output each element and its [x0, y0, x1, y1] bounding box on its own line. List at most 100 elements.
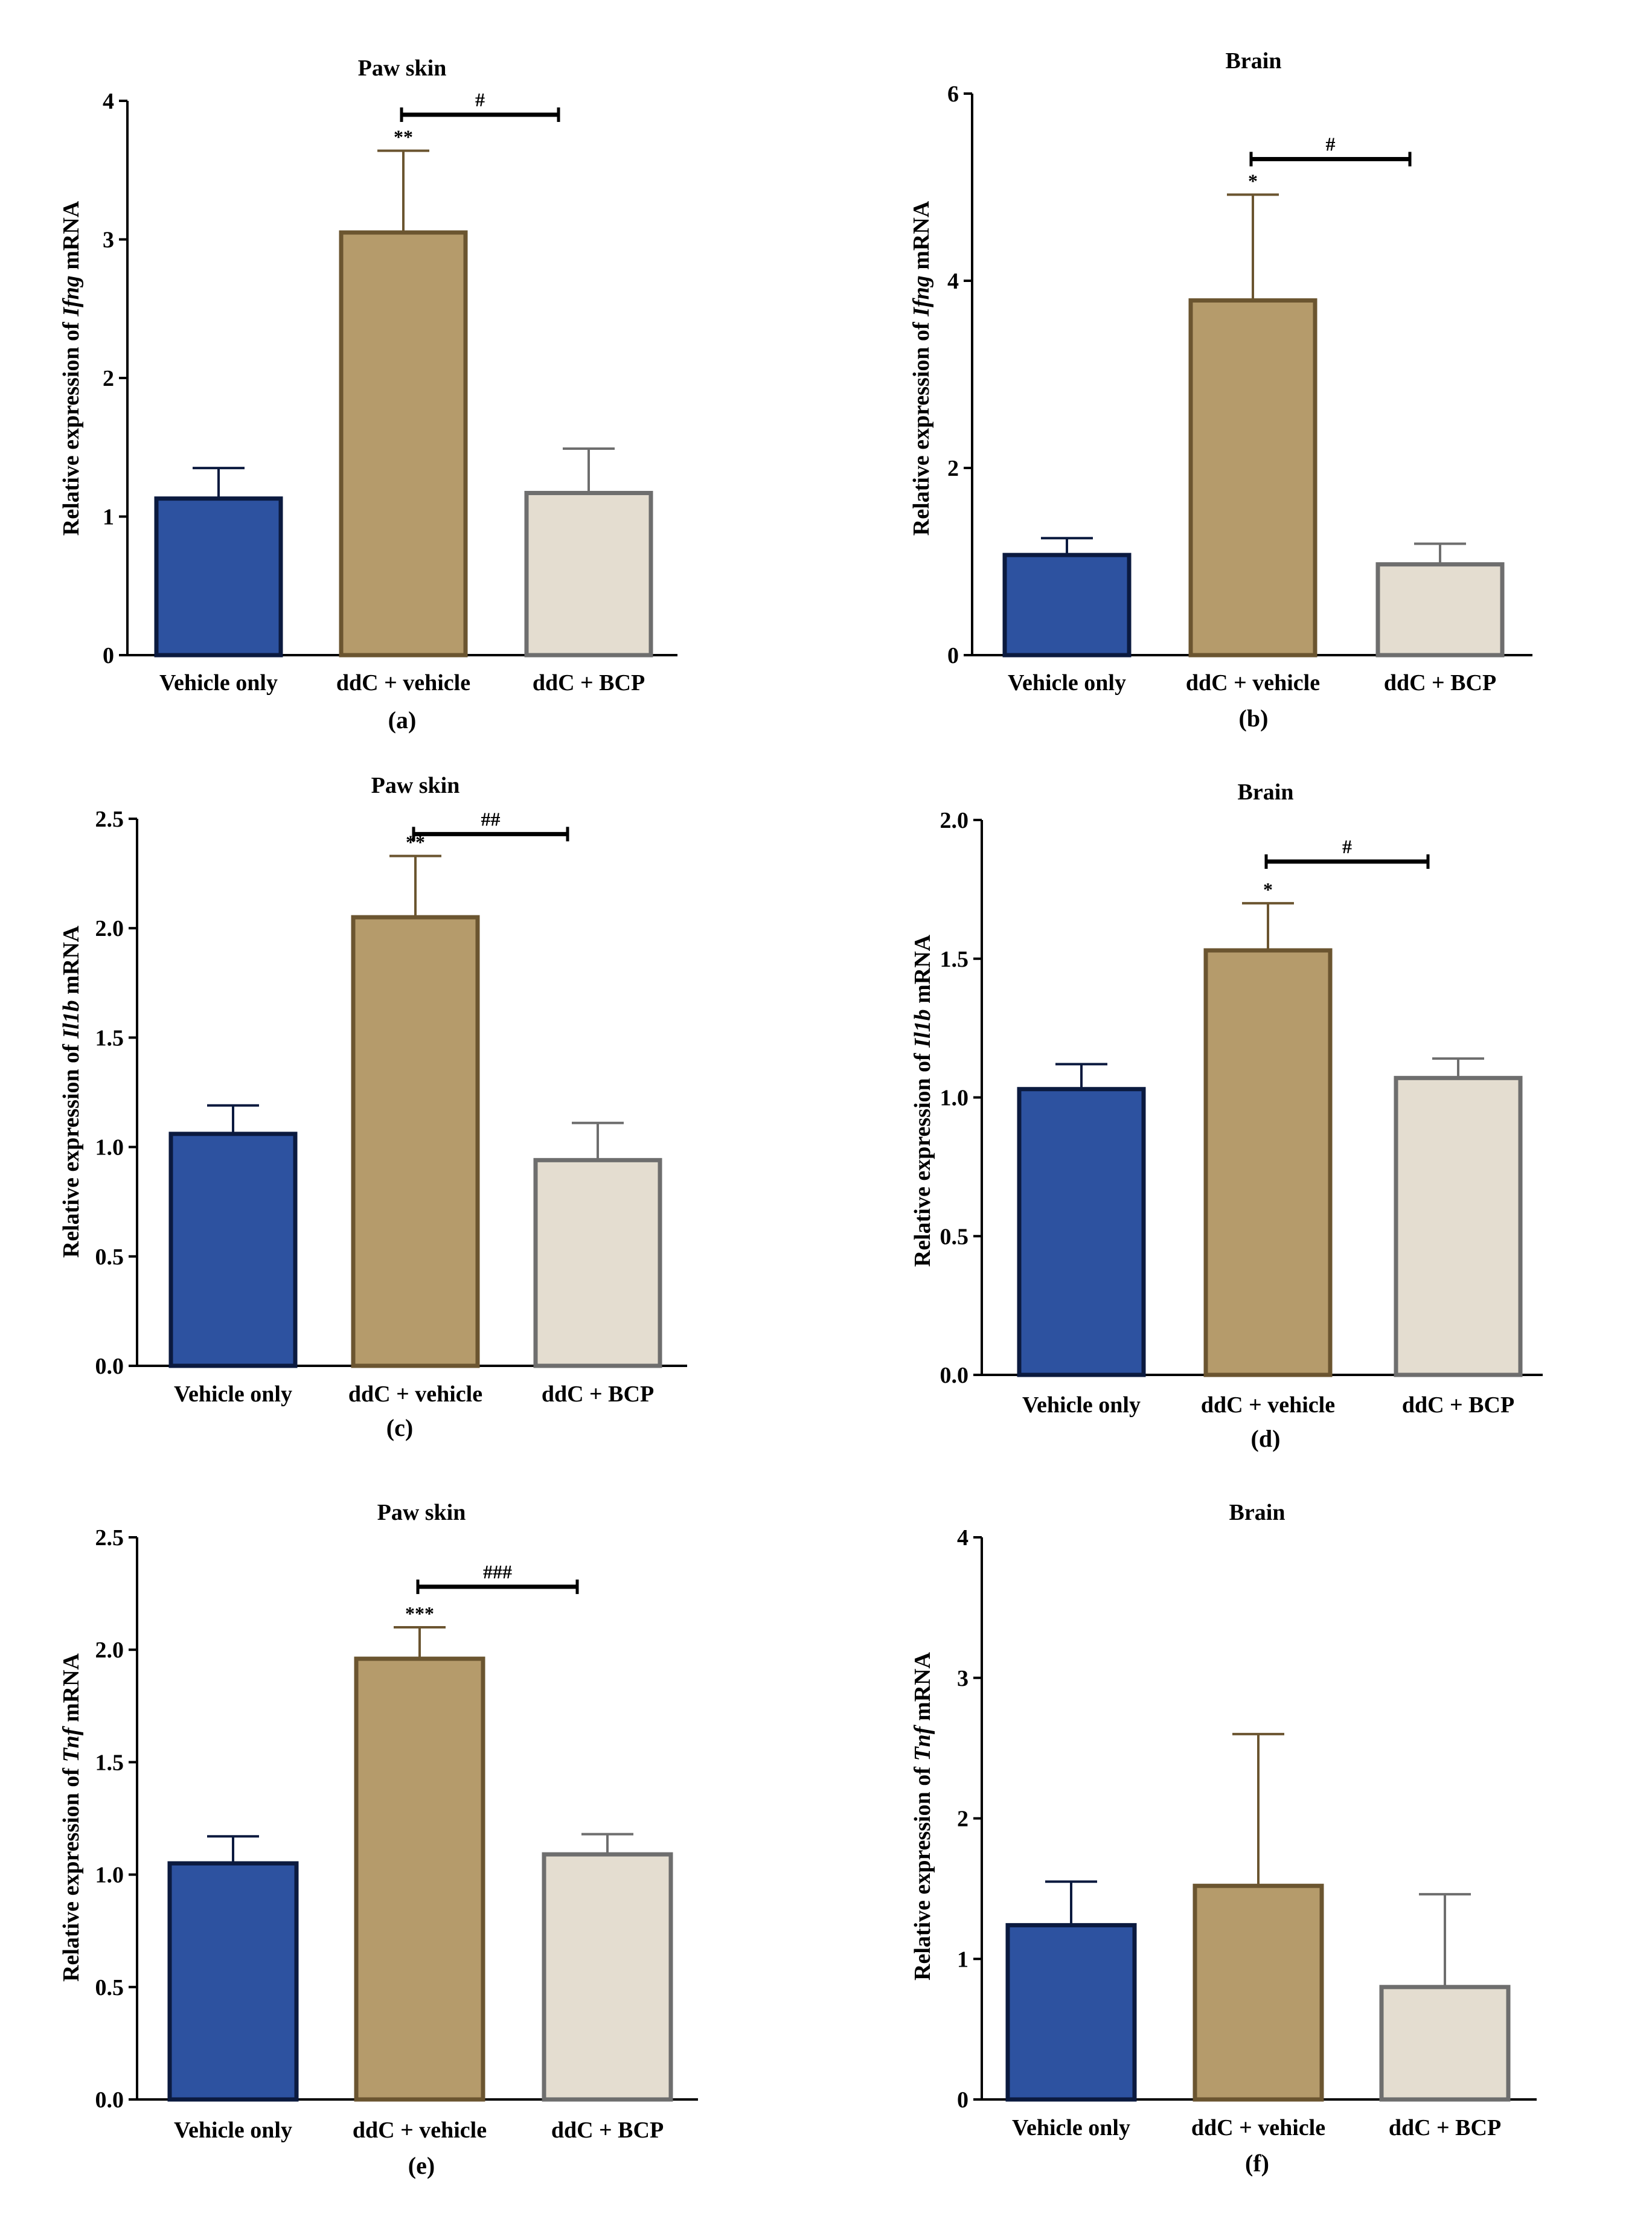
- bracket-label: #: [1342, 836, 1352, 857]
- y-tick-label: 1.5: [940, 947, 969, 972]
- bar-ddc-bcp: [1379, 1985, 1511, 2102]
- y-axis-label: Relative expression of Tnf mRNA: [910, 1651, 935, 1980]
- category-label-ddc-vehicle: ddC + vehicle: [353, 2118, 487, 2143]
- bar-ddc-bcp: [524, 490, 653, 658]
- category-label-ddc-vehicle: ddC + vehicle: [1186, 670, 1320, 696]
- y-tick-label: 6: [947, 82, 959, 107]
- chart-title: Paw skin: [377, 1500, 466, 1525]
- bar-vehicle-only: [154, 496, 283, 658]
- panel-a: Paw skin 0 1 2 3 4 ** # Relative expression of…: [59, 56, 677, 734]
- category-label-ddc-vehicle: ddC + vehicle: [1191, 2115, 1325, 2141]
- panel-c: Paw skin 0.00.51.01.52.02.5**## Relative…: [59, 773, 687, 1441]
- panel-label: (b): [1239, 705, 1269, 732]
- y-tick-label: 2.5: [95, 807, 124, 832]
- y-tick-label: 4: [947, 269, 959, 294]
- chart-title: Paw skin: [371, 773, 460, 798]
- panel-b: Brain 0 2 4 6 * # Relative expression of Ifng…: [909, 48, 1532, 732]
- panel-e: Paw skin 0.0 0.5 1.0 1.5 2.0 2.5 *** ### Relati…: [59, 1500, 698, 2179]
- y-tick-label: 2: [103, 366, 114, 391]
- bar-ddc-vehicle: [1193, 1883, 1324, 2102]
- y-axis-label: Relative expression of Il1b mRNA: [59, 925, 84, 1258]
- y-tick-label: 0: [957, 2087, 968, 2113]
- y-tick-label: 3: [957, 1666, 968, 1691]
- bar-vehicle-only: [168, 1132, 298, 1368]
- y-tick-label: 2.0: [940, 808, 969, 833]
- category-label-ddc-vehicle: ddC + vehicle: [1201, 1392, 1335, 1418]
- y-axis-label: Relative expression of Tnf mRNA: [59, 1653, 84, 1981]
- panel-f: Brain 0 1 2 3 4 Relative expression of Tnf m…: [910, 1500, 1537, 2177]
- category-label-vehicle-only: Vehicle only: [1008, 670, 1126, 696]
- y-tick-label: 1: [957, 1947, 968, 1972]
- y-tick-label: 0.0: [95, 2087, 124, 2113]
- bar-vehicle-only: [1005, 1923, 1137, 2102]
- plot-area: 0 2 4 6 * #: [947, 82, 1532, 668]
- y-tick-label: 0.5: [940, 1224, 969, 1249]
- significance-stars: *: [1263, 879, 1273, 900]
- bar-ddc-vehicle: [354, 1656, 485, 2102]
- category-label-vehicle-only: Vehicle only: [174, 1382, 292, 1407]
- y-tick-label: 0: [947, 643, 959, 668]
- plot-area: 0 1 2 3 4: [957, 1525, 1537, 2113]
- bracket-label: #: [475, 89, 485, 110]
- bracket-label: ##: [481, 808, 501, 830]
- y-tick-label: 3: [103, 228, 114, 253]
- category-label-ddc-bcp: ddC + BCP: [1389, 2115, 1501, 2141]
- y-axis-label: Relative expression of Il1b mRNA: [910, 934, 935, 1267]
- y-tick-label: 2: [947, 456, 959, 481]
- panel-label: (d): [1251, 1425, 1281, 1452]
- bar-vehicle-only: [1017, 1087, 1146, 1377]
- y-tick-label: 1.0: [95, 1863, 124, 1888]
- bar-ddc-bcp: [1375, 562, 1505, 658]
- bracket-label: ###: [483, 1561, 512, 1583]
- bar-ddc-vehicle: [339, 230, 468, 658]
- category-label-ddc-bcp: ddC + BCP: [1384, 670, 1496, 696]
- category-label-ddc-vehicle: ddC + vehicle: [348, 1382, 482, 1407]
- bar-ddc-vehicle: [351, 915, 480, 1368]
- chart-title: Paw skin: [358, 56, 447, 81]
- plot-area: 0.00.51.01.52.02.5**##: [95, 807, 687, 1379]
- y-tick-label: 1: [103, 505, 114, 530]
- y-axis-label: Relative expression of Ifng mRNA: [59, 200, 84, 536]
- y-tick-label: 0.5: [95, 1975, 124, 2000]
- y-tick-label: 2.0: [95, 916, 124, 941]
- panel-label: (f): [1245, 2150, 1269, 2177]
- bar-vehicle-only: [1002, 552, 1132, 658]
- y-tick-label: 1.5: [95, 1025, 124, 1051]
- category-label-ddc-bcp: ddC + BCP: [551, 2118, 664, 2143]
- y-tick-label: 1.5: [95, 1750, 124, 1775]
- bracket-label: #: [1326, 133, 1336, 155]
- bar-ddc-bcp: [542, 1852, 673, 2102]
- panel-d: Brain 0.0 0.5 1.0 1.5 2.0 * # Relative express…: [910, 780, 1543, 1452]
- y-tick-label: 2: [957, 1807, 968, 1832]
- bar-ddc-vehicle: [1203, 948, 1333, 1377]
- plot-area: 0.0 0.5 1.0 1.5 2.0 2.5 *** ###: [95, 1525, 698, 2113]
- category-label-vehicle-only: Vehicle only: [1012, 2115, 1130, 2141]
- y-tick-label: 0.5: [95, 1244, 124, 1270]
- y-tick-label: 2.5: [95, 1525, 124, 1551]
- category-label-vehicle-only: Vehicle only: [1022, 1392, 1141, 1418]
- significance-stars: *: [1248, 170, 1258, 191]
- panel-label: (e): [408, 2152, 435, 2179]
- y-tick-label: 0.0: [95, 1354, 124, 1379]
- y-tick-label: 0.0: [940, 1363, 969, 1388]
- plot-area: 0.0 0.5 1.0 1.5 2.0 * #: [940, 808, 1543, 1388]
- category-label-vehicle-only: Vehicle only: [174, 2118, 292, 2143]
- bar-ddc-vehicle: [1188, 298, 1317, 658]
- panel-label: (a): [388, 706, 417, 734]
- significance-stars: ***: [405, 1603, 434, 1624]
- y-axis-label: Relative expression of Ifng mRNA: [909, 200, 934, 536]
- category-label-ddc-bcp: ddC + BCP: [533, 670, 645, 696]
- y-tick-label: 1.0: [940, 1086, 969, 1111]
- chart-title: Brain: [1238, 780, 1294, 805]
- chart-title: Brain: [1226, 48, 1282, 74]
- y-tick-label: 4: [103, 89, 114, 114]
- bar-ddc-bcp: [533, 1158, 662, 1368]
- category-label-ddc-bcp: ddC + BCP: [1402, 1392, 1514, 1418]
- category-label-vehicle-only: Vehicle only: [159, 670, 278, 696]
- bar-ddc-bcp: [1394, 1075, 1523, 1377]
- significance-stars: **: [394, 126, 413, 148]
- category-label-ddc-vehicle: ddC + vehicle: [336, 670, 470, 696]
- category-label-ddc-bcp: ddC + BCP: [542, 1382, 654, 1407]
- y-tick-label: 0: [103, 643, 114, 668]
